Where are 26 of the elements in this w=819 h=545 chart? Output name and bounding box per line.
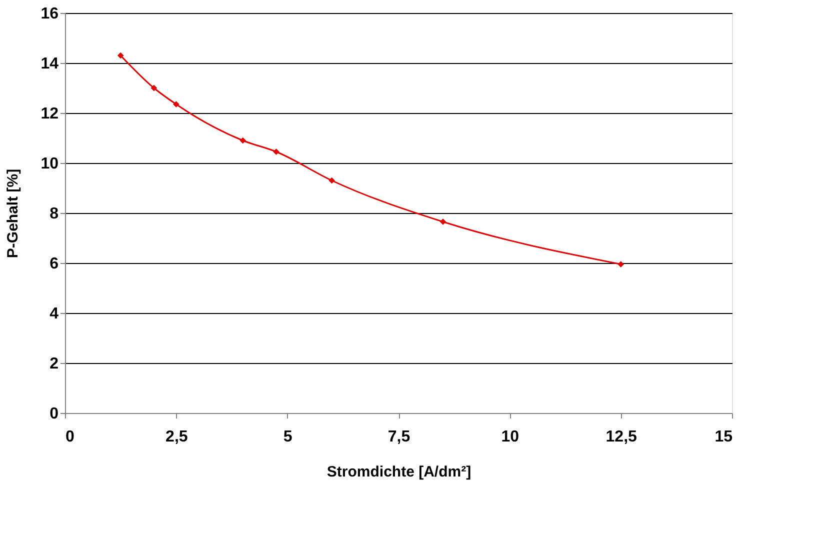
- point: [273, 148, 280, 155]
- y-tick-label: 4: [50, 306, 59, 322]
- y-tick-label: 12: [40, 106, 59, 122]
- x-tick-label: 2,5: [166, 428, 188, 446]
- y-tick-label: 14: [40, 56, 59, 72]
- x-tick-label: 10: [501, 428, 520, 446]
- y-tick-label: 8: [50, 206, 59, 222]
- point: [117, 52, 124, 59]
- y-tick-label: 6: [50, 256, 59, 272]
- y-axis-title: P-Gehalt [%]: [4, 168, 22, 258]
- point: [440, 218, 446, 225]
- y-tick-label: 0: [50, 406, 59, 422]
- x-tick-label: 5: [283, 428, 292, 446]
- x-tick-label: 12,5: [606, 428, 638, 446]
- y-tick-label: 16: [40, 6, 59, 22]
- point: [173, 101, 180, 108]
- y-tick-label: 10: [40, 156, 59, 172]
- point: [328, 177, 335, 184]
- x-axis-title: Stromdichte [A/dm²]: [326, 464, 472, 480]
- point: [150, 84, 158, 92]
- y-tick-label: 2: [50, 356, 59, 372]
- x-tick-label: 15: [714, 428, 733, 446]
- x-tick-label: 7,5: [388, 428, 410, 446]
- point: [618, 261, 624, 268]
- point: [240, 137, 246, 144]
- x-tick-label: 0: [66, 428, 74, 446]
